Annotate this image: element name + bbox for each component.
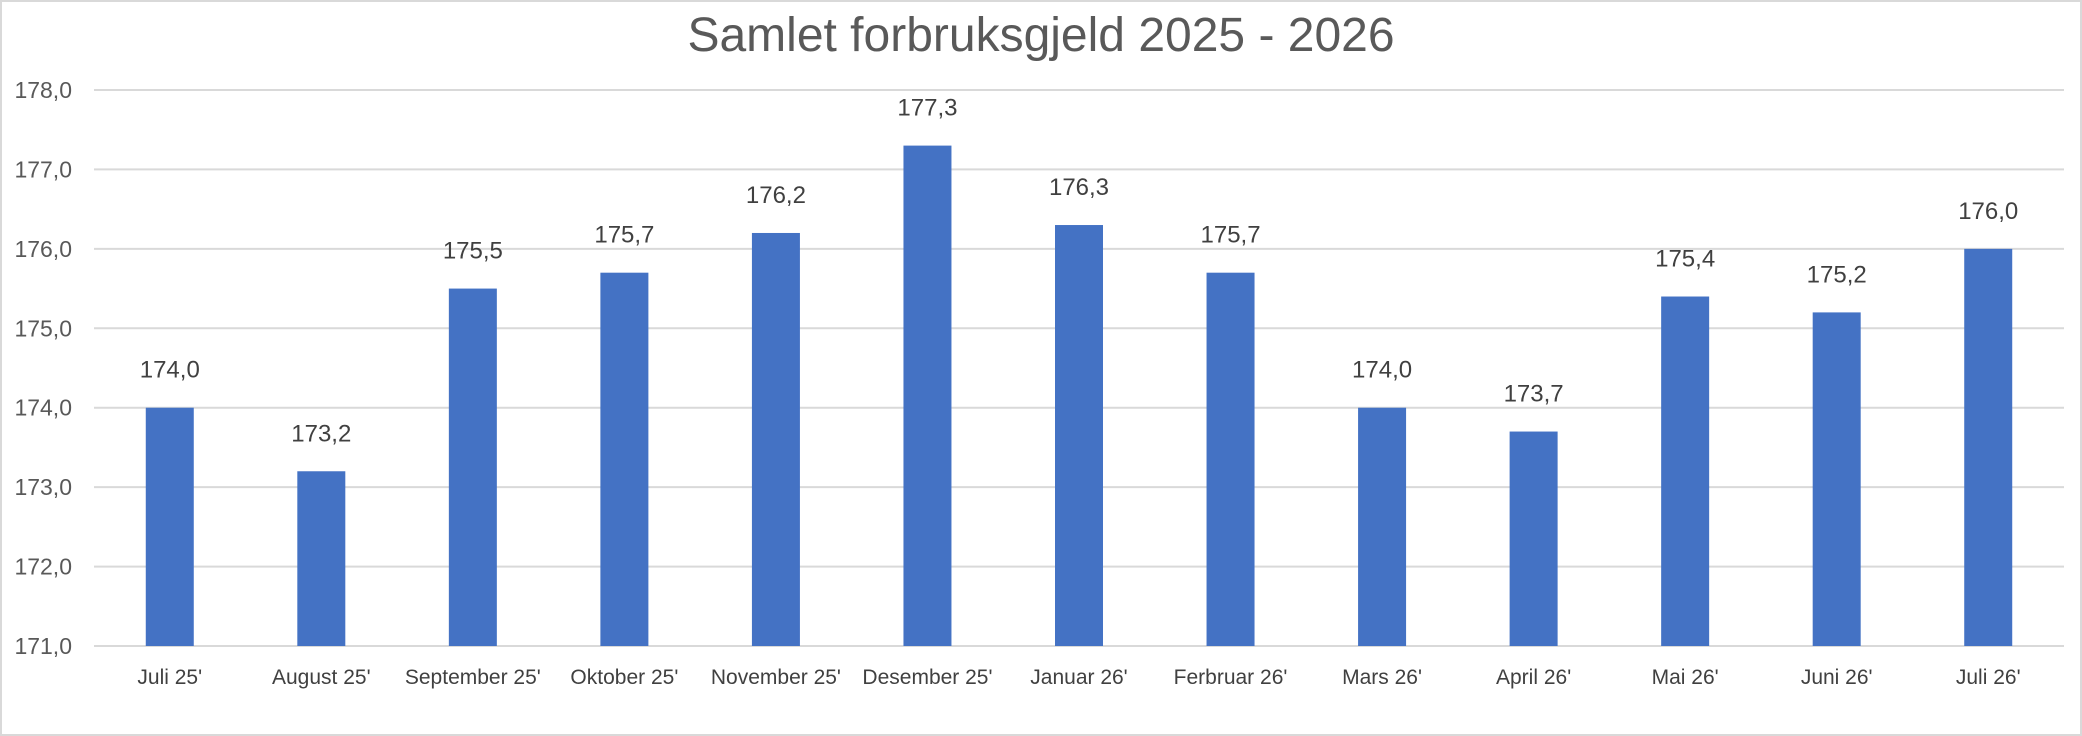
data-label: 175,7 bbox=[594, 222, 654, 249]
data-label: 175,2 bbox=[1807, 261, 1867, 288]
bar bbox=[1206, 272, 1255, 646]
data-label: 174,0 bbox=[1352, 357, 1412, 384]
x-tick-label: Mars 26' bbox=[1342, 666, 1422, 689]
y-tick-label: 172,0 bbox=[14, 554, 72, 580]
bar bbox=[448, 288, 497, 646]
bar bbox=[1358, 407, 1407, 646]
data-label: 175,7 bbox=[1201, 222, 1261, 249]
x-tick-label: Juni 26' bbox=[1801, 666, 1873, 689]
data-label: 177,3 bbox=[897, 95, 957, 122]
y-tick-label: 171,0 bbox=[14, 633, 72, 659]
bar bbox=[903, 145, 952, 646]
x-tick-label: September 25' bbox=[405, 666, 541, 689]
bar bbox=[1661, 296, 1710, 646]
y-tick-label: 176,0 bbox=[14, 236, 72, 262]
bar bbox=[1964, 248, 2013, 646]
x-tick-label: Ferbruar 26' bbox=[1174, 666, 1288, 689]
y-tick-label: 178,0 bbox=[14, 77, 72, 103]
bar bbox=[1812, 312, 1861, 646]
data-label: 176,3 bbox=[1049, 174, 1109, 201]
x-tick-label: Januar 26' bbox=[1030, 666, 1127, 689]
data-label: 175,5 bbox=[443, 238, 503, 265]
bar bbox=[751, 232, 800, 646]
x-tick-label: Desember 25' bbox=[862, 666, 992, 689]
chart-title: Samlet forbruksgjeld 2025 - 2026 bbox=[687, 9, 1395, 62]
bar bbox=[1509, 431, 1558, 646]
y-tick-label: 174,0 bbox=[14, 395, 72, 421]
data-label: 174,0 bbox=[140, 357, 200, 384]
x-tick-label: November 25' bbox=[711, 666, 841, 689]
bar bbox=[1055, 225, 1103, 646]
x-tick-label: Oktober 25' bbox=[570, 666, 678, 689]
y-tick-label: 173,0 bbox=[14, 474, 72, 500]
data-label: 176,0 bbox=[1958, 198, 2018, 225]
x-tick-label: Juli 26' bbox=[1956, 666, 2021, 689]
y-tick-label: 175,0 bbox=[14, 315, 72, 341]
bar bbox=[145, 407, 194, 646]
x-tick-label: Juli 25' bbox=[137, 666, 202, 689]
x-tick-label: April 26' bbox=[1496, 666, 1571, 689]
data-label: 173,7 bbox=[1504, 381, 1564, 408]
bar bbox=[600, 272, 649, 646]
y-tick-label: 177,0 bbox=[14, 156, 72, 182]
bar bbox=[297, 471, 346, 646]
x-tick-label: Mai 26' bbox=[1652, 666, 1719, 689]
x-tick-label: August 25' bbox=[272, 666, 371, 689]
data-label: 176,2 bbox=[746, 182, 806, 209]
data-label: 173,2 bbox=[291, 420, 351, 447]
data-label: 175,4 bbox=[1655, 246, 1715, 273]
